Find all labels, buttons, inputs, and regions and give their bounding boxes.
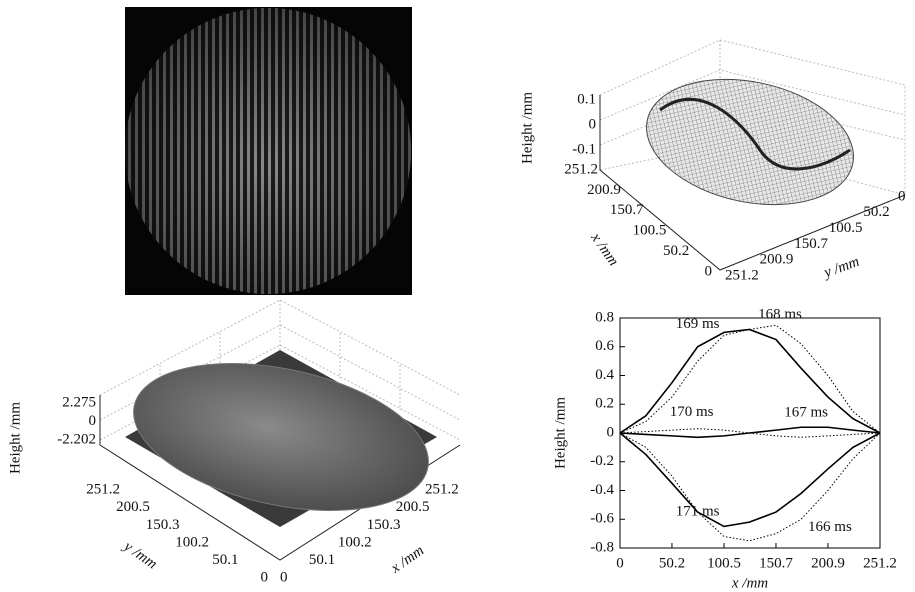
z-tick-label: -0.1: [572, 141, 596, 157]
series-line: [620, 433, 880, 526]
y-tick-label: 50.2: [863, 204, 889, 220]
figure: 0.10-0.1050.2100.5150.7200.9251.2050.210…: [0, 0, 915, 592]
x-tick-label: 100.2: [338, 534, 372, 550]
x-axis-title: x /mm: [387, 542, 427, 577]
y-tick-label: -0.4: [590, 482, 614, 498]
y-tick-label: 251.2: [725, 267, 759, 283]
x-tick-label: 100.5: [633, 223, 667, 239]
y-tick-label: 200.5: [116, 499, 150, 515]
y-tick-label: 100.5: [829, 220, 863, 236]
y-tick-label: 100.2: [175, 534, 209, 550]
y-tick-label: -0.2: [590, 453, 614, 469]
series-label: 170 ms: [670, 404, 714, 420]
series-line: [620, 427, 880, 437]
x-tick-label: 251.2: [564, 161, 598, 177]
y-tick-label: 200.9: [760, 252, 794, 268]
x-tick-label: 251.2: [425, 481, 459, 497]
series-label: 166 ms: [808, 519, 852, 535]
x-tick-label: 251.2: [863, 555, 897, 571]
y-tick-label: 0.4: [595, 367, 614, 383]
series-label: 168 ms: [758, 307, 802, 323]
x-tick-label: 50.1: [309, 552, 335, 568]
y-axis-title: y /mm: [820, 254, 862, 282]
y-tick-label: 0: [898, 188, 906, 204]
y-tick-label: 0.8: [595, 309, 614, 325]
z-tick-label: 2.275: [62, 394, 96, 410]
series-line: [620, 330, 880, 434]
x-tick-label: 0: [616, 555, 624, 571]
series-label: 169 ms: [676, 316, 720, 332]
x-tick-label: 0: [705, 263, 713, 279]
z-tick-label: 0: [89, 413, 97, 429]
x-tick-label: 100.5: [707, 555, 741, 571]
x-axis-title: x /mm: [731, 575, 768, 591]
fringe-image: [125, 7, 412, 295]
x-tick-label: 200.9: [811, 555, 845, 571]
x-tick-label: 50.2: [659, 555, 685, 571]
y-tick-label: 251.2: [86, 481, 120, 497]
x-tick-label: 150.7: [759, 555, 793, 571]
x-tick-label: 200.9: [587, 182, 621, 198]
x-tick-label: 200.5: [396, 499, 430, 515]
y-tick-label: -0.8: [590, 539, 614, 555]
page: {"chart_data": [ {"type": "surface3d", "…: [0, 0, 915, 592]
x-tick-label: 0: [280, 569, 288, 585]
series-label: 167 ms: [784, 405, 828, 421]
y-tick-label: 50.1: [212, 552, 238, 568]
x-tick-label: 150.7: [610, 202, 644, 218]
z-tick-label: -2.202: [57, 431, 96, 447]
y-tick-label: 0.2: [595, 396, 614, 412]
y-tick-label: 150.7: [794, 236, 828, 252]
y-tick-label: -0.6: [590, 511, 614, 527]
y-axis-title: Height /mm: [552, 397, 568, 469]
y-tick-label: 150.3: [146, 517, 180, 533]
x-axis-title: x /mm: [587, 229, 622, 269]
y-tick-label: 0: [261, 569, 269, 585]
series-line: [620, 325, 880, 433]
y-tick-label: 0.6: [595, 338, 614, 354]
z-tick-label: 0.1: [577, 91, 596, 107]
z-axis-title: Height /mm: [7, 402, 23, 474]
z-axis-title: Height /mm: [519, 92, 535, 164]
y-axis-title: y /mm: [119, 537, 160, 572]
x-tick-label: 50.2: [663, 243, 689, 259]
x-tick-label: 150.3: [367, 517, 401, 533]
y-tick-label: 0: [607, 424, 615, 440]
z-tick-label: 0: [589, 116, 597, 132]
